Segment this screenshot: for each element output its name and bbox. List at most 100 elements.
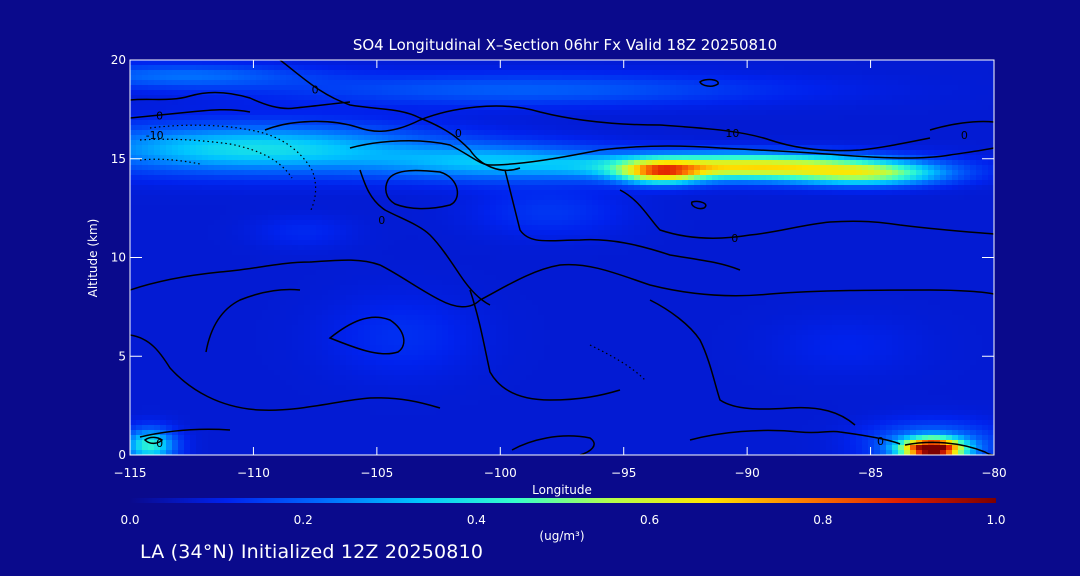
heat-cell	[364, 210, 371, 216]
heat-cell	[760, 140, 767, 146]
heat-cell	[748, 200, 755, 206]
heat-cell	[430, 65, 437, 71]
heat-cell	[616, 95, 623, 101]
heat-cell	[418, 230, 425, 236]
heat-cell	[268, 90, 275, 96]
heat-cell	[568, 165, 575, 171]
heat-cell	[508, 135, 515, 141]
heat-cell	[268, 65, 275, 71]
heat-cell	[934, 185, 941, 191]
heat-cell	[874, 85, 881, 91]
heat-cell	[598, 100, 605, 106]
heat-cell	[706, 215, 713, 221]
heat-cell	[832, 130, 839, 136]
heat-cell	[934, 210, 941, 216]
heat-cell	[298, 150, 305, 156]
heat-cell	[682, 185, 689, 191]
heat-cell	[262, 225, 269, 231]
heat-cell	[328, 135, 335, 141]
heat-cell	[466, 70, 473, 76]
heat-cell	[442, 80, 449, 86]
heat-cell	[154, 120, 161, 126]
heat-cell	[232, 190, 239, 196]
heat-cell	[652, 60, 659, 66]
heat-cell	[652, 110, 659, 116]
heat-cell	[334, 230, 341, 236]
heat-cell	[586, 100, 593, 106]
heat-cell	[586, 90, 593, 96]
heat-cell	[442, 75, 449, 81]
heat-cell	[346, 65, 353, 71]
heat-cell	[346, 130, 353, 136]
heat-cell	[694, 155, 701, 161]
heat-cell	[898, 60, 905, 66]
heat-cell	[826, 170, 833, 176]
heat-cell	[334, 220, 341, 226]
heat-cell	[526, 180, 533, 186]
heat-cell	[958, 175, 965, 181]
heat-cell	[544, 85, 551, 91]
heat-cell	[262, 185, 269, 191]
heat-cell	[490, 150, 497, 156]
heat-cell	[682, 195, 689, 201]
heat-cell	[724, 110, 731, 116]
heat-cell	[292, 180, 299, 186]
heat-cell	[778, 200, 785, 206]
heat-cell	[208, 170, 215, 176]
heat-cell	[790, 120, 797, 126]
heat-cell	[808, 185, 815, 191]
heat-cell	[268, 80, 275, 86]
heat-cell	[592, 140, 599, 146]
heat-cell	[292, 205, 299, 211]
heat-cell	[712, 175, 719, 181]
heat-cell	[988, 100, 994, 106]
heat-cell	[868, 175, 875, 181]
heat-cell	[880, 65, 887, 71]
heat-cell	[472, 125, 479, 131]
heat-cell	[958, 160, 965, 166]
heat-cell	[874, 195, 881, 201]
heat-cell	[172, 210, 179, 216]
heat-cell	[382, 175, 389, 181]
heat-cell	[634, 160, 641, 166]
heat-cell	[820, 75, 827, 81]
heat-cell	[760, 100, 767, 106]
heat-cell	[340, 165, 347, 171]
heat-cell	[742, 165, 749, 171]
heat-cell	[448, 160, 455, 166]
heat-cell	[862, 90, 869, 96]
heat-cell	[532, 165, 539, 171]
heat-cell	[238, 90, 245, 96]
heat-cell	[628, 130, 635, 136]
heat-cell	[418, 200, 425, 206]
heat-cell	[394, 145, 401, 151]
heat-cell	[724, 140, 731, 146]
heat-cell	[196, 90, 203, 96]
heat-cell	[640, 80, 647, 86]
heat-cell	[328, 90, 335, 96]
heat-cell	[226, 200, 233, 206]
heat-cell	[502, 190, 509, 196]
heat-cell	[886, 85, 893, 91]
heat-cell	[946, 135, 953, 141]
heat-cell	[934, 60, 941, 66]
heat-cell	[718, 115, 725, 121]
heat-cell	[958, 100, 965, 106]
heat-cell	[808, 190, 815, 196]
heat-cell	[262, 200, 269, 206]
heat-cell	[670, 165, 677, 171]
heat-cell	[556, 65, 563, 71]
heat-cell	[232, 205, 239, 211]
heat-cell	[604, 100, 611, 106]
heat-cell	[250, 80, 257, 86]
heat-cell	[334, 180, 341, 186]
heat-cell	[688, 100, 695, 106]
heat-cell	[820, 195, 827, 201]
heat-cell	[136, 220, 143, 226]
heat-cell	[988, 185, 994, 191]
heat-cell	[160, 220, 167, 226]
heat-cell	[376, 160, 383, 166]
heat-cell	[484, 190, 491, 196]
heat-cell	[616, 220, 623, 226]
heat-cell	[682, 180, 689, 186]
